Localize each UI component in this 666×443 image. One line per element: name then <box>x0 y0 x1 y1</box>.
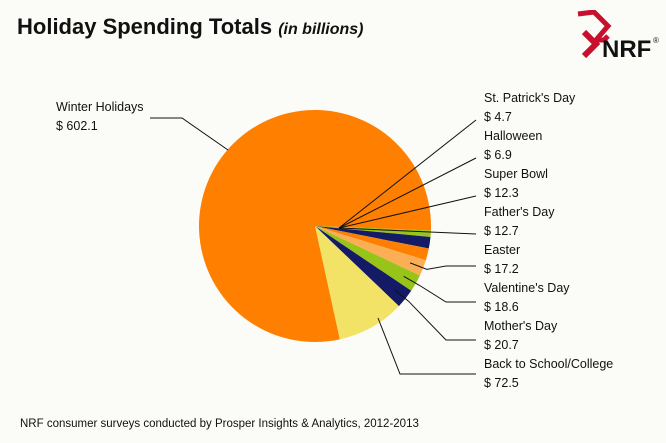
pie-slice-father-s-day <box>315 226 429 261</box>
leader-line <box>338 157 477 229</box>
chart-subtitle: (in billions) <box>278 21 364 38</box>
slice-labels: St. Patrick's Day $ 4.7 Halloween $ 6.9 Supe… <box>56 91 613 390</box>
logo-registered-mark: ® <box>653 36 659 45</box>
slice-label: Super Bowl <box>484 167 548 181</box>
slice-value-label: $ 4.7 <box>484 110 512 124</box>
pie-slice-easter <box>315 226 426 276</box>
pie-slice-halloween <box>315 226 431 237</box>
logo-red-mark <box>577 10 612 43</box>
slice-value-label: $ 20.7 <box>484 338 519 352</box>
slice-label: Valentine's Day <box>484 281 570 295</box>
slice-label: Mother's Day <box>484 319 558 333</box>
pie-slices <box>199 110 431 343</box>
slice-label: Back to School/College <box>484 357 613 371</box>
chart-title-text: Holiday Spending Totals <box>17 14 273 39</box>
slice-value-label: $ 18.6 <box>484 300 519 314</box>
source-note: NRF consumer surveys conducted by Prospe… <box>20 418 419 430</box>
slice-label: Halloween <box>484 129 542 143</box>
slice-value-label: $ 602.1 <box>56 119 98 133</box>
slice-label: Winter Holidays <box>56 100 144 114</box>
slice-label: St. Patrick's Day <box>484 91 576 105</box>
logo-red-chevron <box>581 29 601 59</box>
leader-line <box>403 275 476 303</box>
slice-value-label: $ 17.2 <box>484 262 519 276</box>
slice-value-label: $ 12.3 <box>484 186 519 200</box>
pie-slice-mother-s-day <box>315 226 412 307</box>
leader-line <box>338 227 477 235</box>
pie-slice-valentine-s-day <box>315 226 420 291</box>
leader-line <box>377 317 476 375</box>
pie-slice-super-bowl <box>315 226 431 249</box>
slice-label: Easter <box>484 243 520 257</box>
logo-text: NRF <box>602 36 651 62</box>
leader-line <box>338 119 477 229</box>
leader-line <box>338 195 477 229</box>
leader-line <box>150 117 229 151</box>
nrf-logo: NRF ® <box>577 10 659 62</box>
slice-label: Father's Day <box>484 205 555 219</box>
pie-slice-winter-holidays <box>199 110 431 343</box>
chart-title: Holiday Spending Totals (in billions) <box>17 14 364 40</box>
leader-line <box>409 262 476 270</box>
slice-value-label: $ 6.9 <box>484 148 512 162</box>
pie-slice-back-to-school-college <box>315 226 399 340</box>
slice-value-label: $ 12.7 <box>484 224 519 238</box>
slice-value-label: $ 72.5 <box>484 376 519 390</box>
leader-lines <box>150 117 477 375</box>
leader-line <box>394 289 476 341</box>
